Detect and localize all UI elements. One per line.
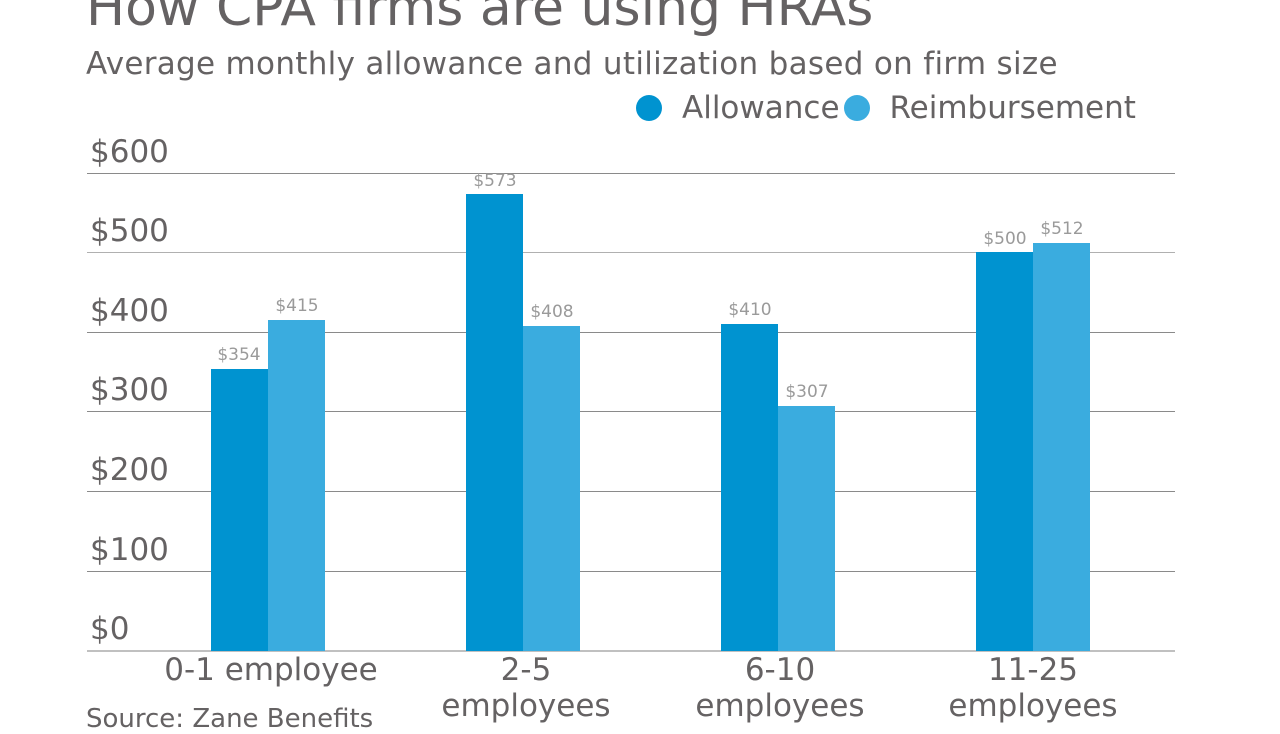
x-category-label: 6-10 employees <box>695 652 865 724</box>
value-label: $500 <box>983 229 1027 249</box>
y-tick-label: $0 <box>90 611 130 647</box>
y-tick-label: $500 <box>90 213 169 249</box>
gridline <box>87 411 1175 412</box>
chart-title: How CPA firms are using HRAs <box>86 0 874 38</box>
gridline <box>87 571 1175 572</box>
x-category-label: 11-25 employees <box>948 652 1118 724</box>
gridline <box>87 332 1175 333</box>
legend-label: Allowance <box>682 90 840 126</box>
reimbursement-dot-icon <box>843 95 870 121</box>
bar-allowance <box>211 369 268 651</box>
bar-reimbursement <box>1033 243 1090 651</box>
value-label: $354 <box>217 345 261 365</box>
value-label: $410 <box>728 300 772 320</box>
y-tick-label: $600 <box>90 134 169 170</box>
bar-allowance <box>976 252 1033 651</box>
x-category-label: 2-5 employees <box>441 652 611 724</box>
value-label: $573 <box>473 171 517 191</box>
bar-allowance <box>466 194 523 651</box>
value-label: $408 <box>530 302 574 322</box>
bar-reimbursement <box>523 326 580 651</box>
x-axis-baseline <box>87 650 1175 652</box>
legend-label: Reimbursement <box>889 90 1136 126</box>
gridline <box>87 173 1175 174</box>
bar-reimbursement <box>778 406 835 651</box>
chart-subtitle: Average monthly allowance and utilizatio… <box>86 46 1058 82</box>
y-tick-label: $200 <box>90 452 169 488</box>
gridline <box>87 491 1175 492</box>
value-label: $415 <box>275 296 319 316</box>
y-tick-label: $400 <box>90 293 169 329</box>
y-tick-label: $100 <box>90 532 169 568</box>
value-label: $307 <box>785 382 829 402</box>
legend-item-reimbursement: Reimbursement <box>843 90 1136 126</box>
y-tick-label: $300 <box>90 372 169 408</box>
bar-allowance <box>721 324 778 651</box>
value-label: $512 <box>1040 219 1084 239</box>
allowance-dot-icon <box>636 95 662 121</box>
legend: Allowance Reimbursement <box>636 88 1136 128</box>
legend-item-allowance: Allowance <box>636 90 840 126</box>
x-category-label: 0-1 employee <box>164 652 378 688</box>
bar-reimbursement <box>268 320 325 651</box>
source-note: Source: Zane Benefits <box>86 704 374 734</box>
gridline <box>87 252 1175 253</box>
